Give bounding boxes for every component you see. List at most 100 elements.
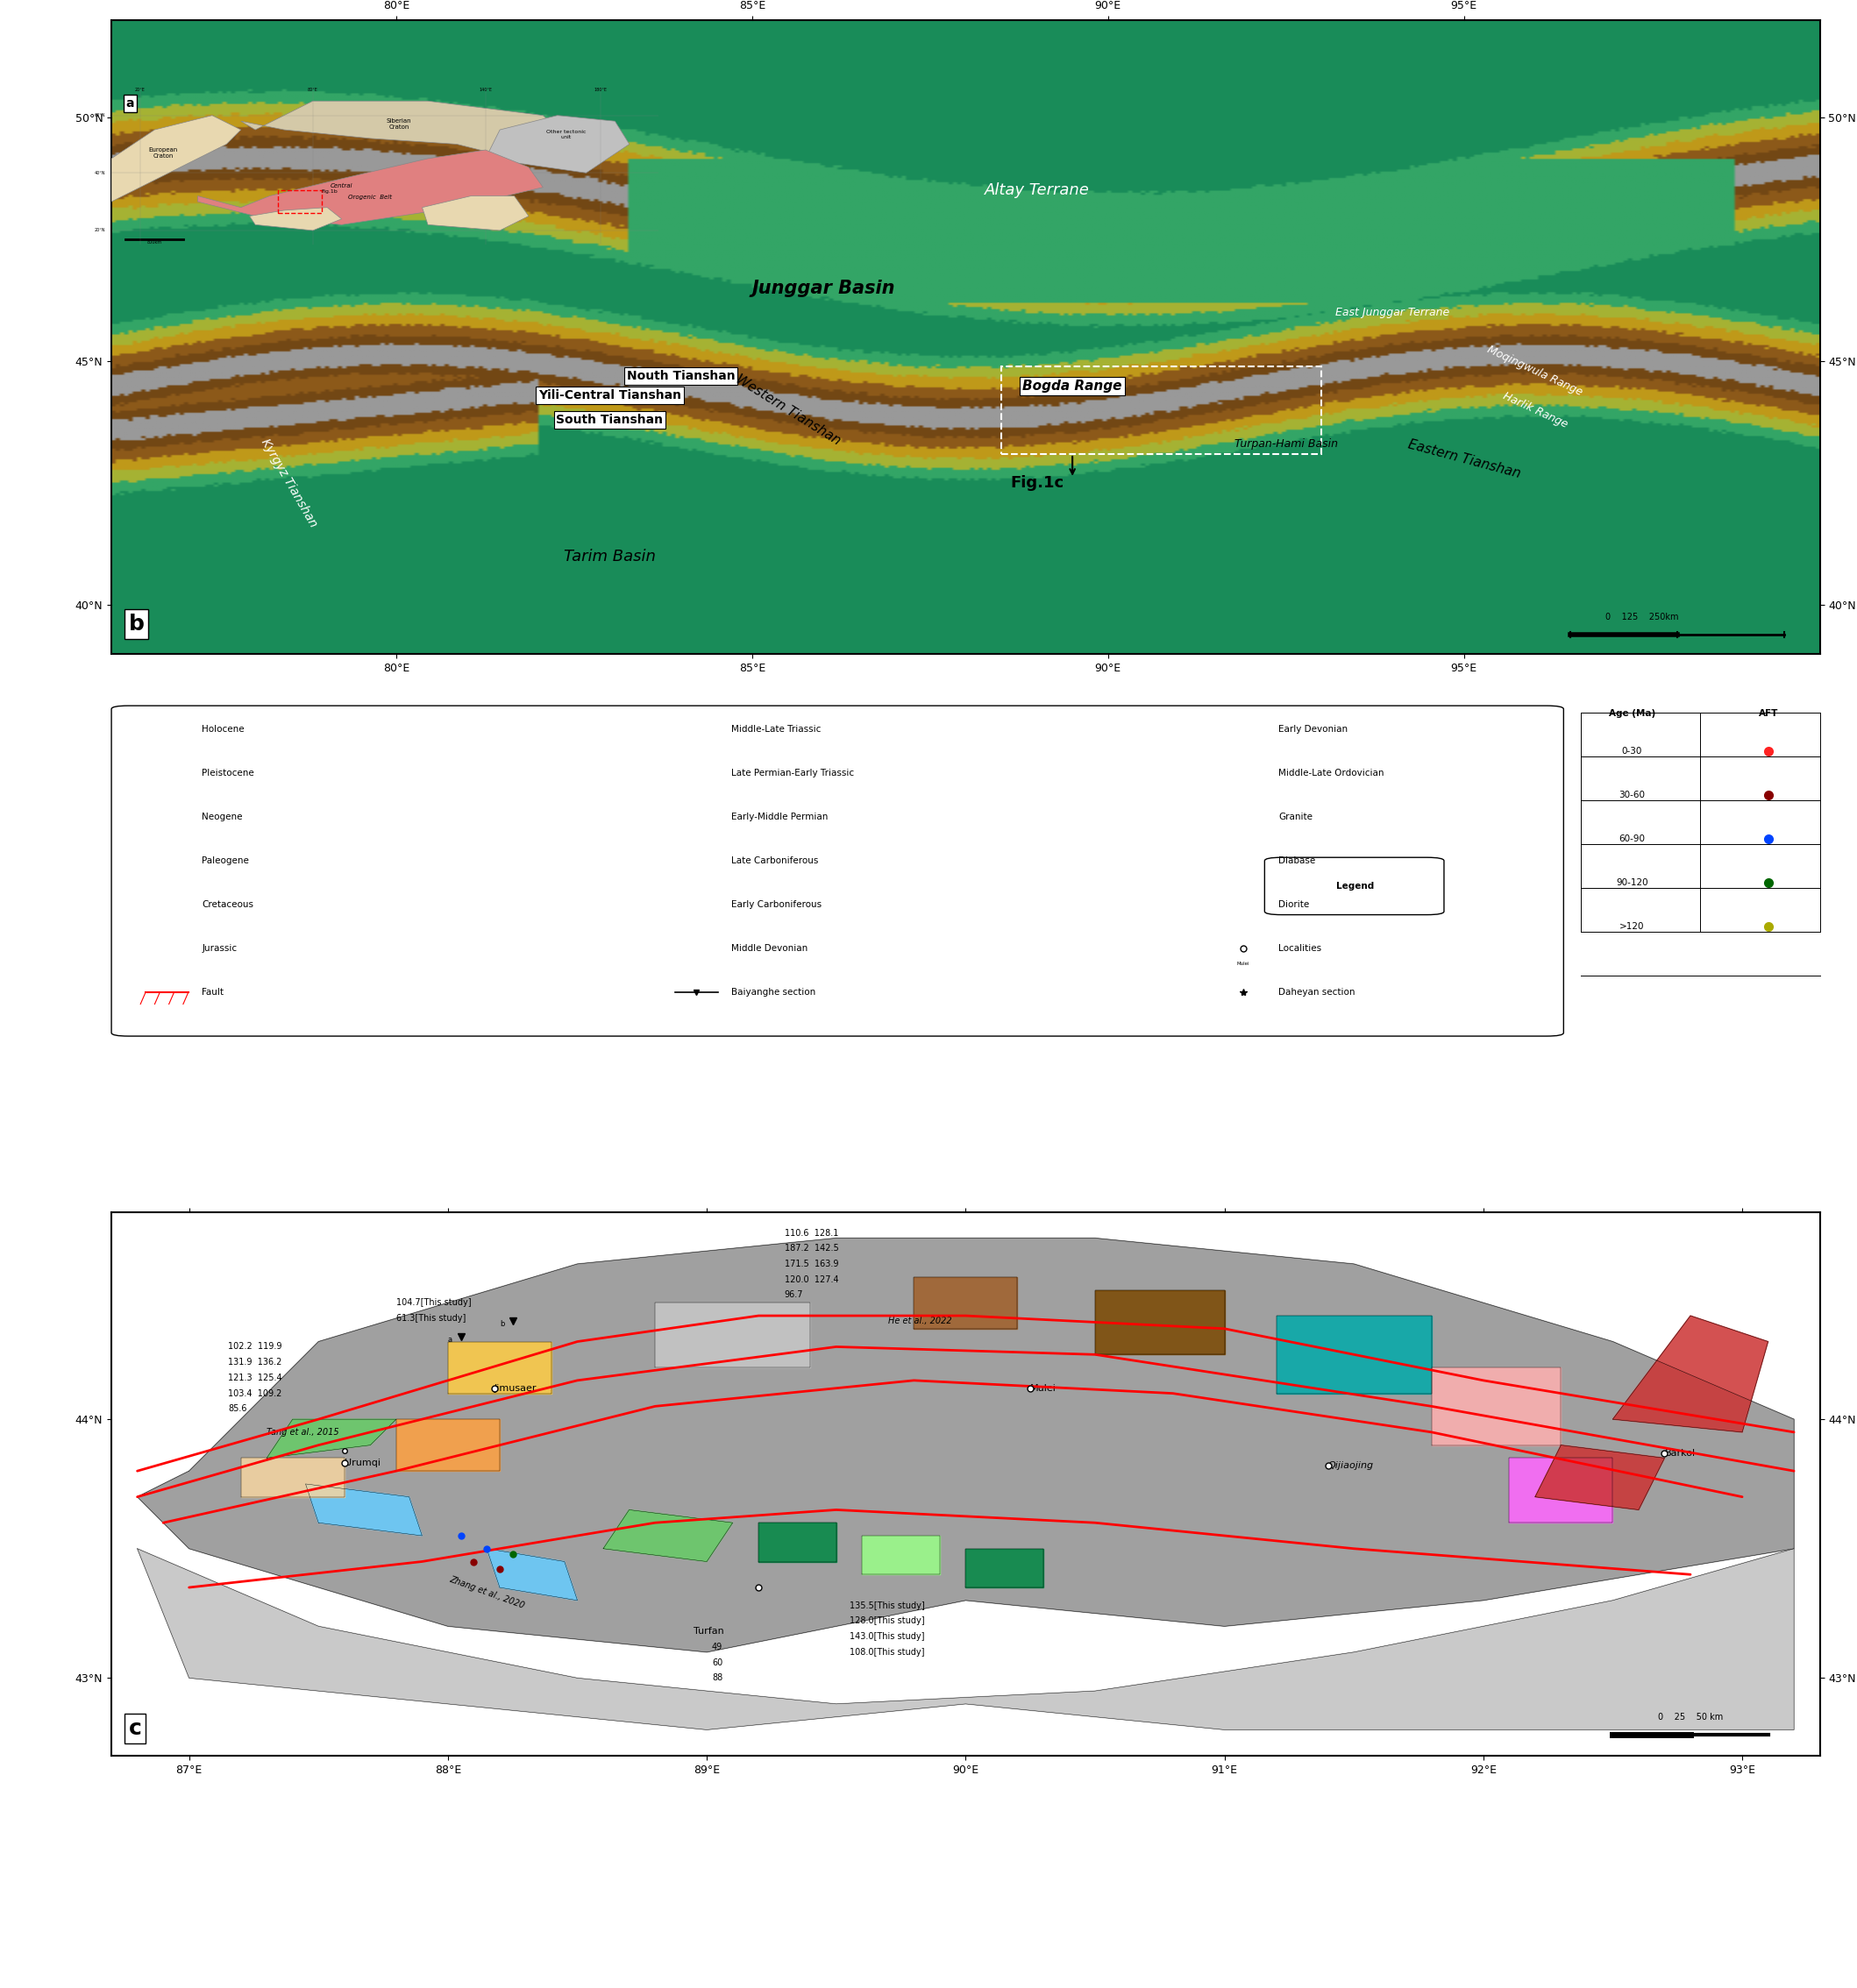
- Text: 131.9  136.2: 131.9 136.2: [228, 1358, 282, 1366]
- Polygon shape: [267, 1419, 396, 1457]
- FancyBboxPatch shape: [1265, 857, 1445, 914]
- Polygon shape: [137, 1239, 1794, 1652]
- Polygon shape: [862, 1535, 940, 1574]
- Text: Harlik Range: Harlik Range: [1500, 390, 1569, 429]
- Text: 143.0[This study]: 143.0[This study]: [849, 1632, 925, 1640]
- Text: 30-60: 30-60: [1619, 791, 1645, 799]
- Text: 60-90: 60-90: [1619, 835, 1645, 843]
- FancyBboxPatch shape: [1222, 805, 1265, 829]
- Text: Early Devonian: Early Devonian: [1278, 726, 1348, 734]
- Text: b: b: [128, 614, 145, 634]
- Text: Mulei: Mulei: [1031, 1384, 1057, 1392]
- FancyBboxPatch shape: [676, 761, 719, 785]
- Text: Zhang et al., 2020: Zhang et al., 2020: [448, 1574, 526, 1610]
- Text: 171.5  163.9: 171.5 163.9: [784, 1260, 838, 1268]
- Polygon shape: [1612, 1316, 1768, 1431]
- Text: Holocene: Holocene: [202, 726, 245, 734]
- Text: Fault: Fault: [202, 988, 225, 996]
- Text: Jurassic: Jurassic: [202, 944, 238, 952]
- Text: Yili-Central Tianshan: Yili-Central Tianshan: [539, 390, 682, 402]
- Text: 103.4  109.2: 103.4 109.2: [228, 1390, 282, 1398]
- Text: 120.0  127.4: 120.0 127.4: [784, 1274, 839, 1284]
- FancyBboxPatch shape: [1222, 718, 1265, 742]
- Text: Daheyan section: Daheyan section: [1278, 988, 1356, 996]
- Text: a: a: [448, 1336, 453, 1344]
- Polygon shape: [1536, 1445, 1664, 1509]
- Polygon shape: [448, 1342, 552, 1394]
- Text: Granite: Granite: [1278, 813, 1313, 821]
- Text: Middle-Late Ordovician: Middle-Late Ordovician: [1278, 769, 1383, 777]
- Polygon shape: [1432, 1368, 1562, 1445]
- Text: Tang et al., 2015: Tang et al., 2015: [267, 1427, 340, 1437]
- Text: Moqingwula Range: Moqingwula Range: [1486, 344, 1584, 398]
- Text: 104.7[This study]: 104.7[This study]: [396, 1298, 472, 1308]
- Text: 0    25    50 km: 0 25 50 km: [1658, 1712, 1723, 1722]
- Text: Age (Ma): Age (Ma): [1608, 710, 1655, 718]
- FancyBboxPatch shape: [145, 936, 188, 960]
- Text: 96.7: 96.7: [784, 1290, 804, 1300]
- Text: 135.5[This study]: 135.5[This study]: [849, 1600, 925, 1610]
- Text: Turpan-Hami Basin: Turpan-Hami Basin: [1235, 439, 1337, 449]
- Text: Baiyanghe section: Baiyanghe section: [732, 988, 815, 996]
- Text: Cretaceous: Cretaceous: [202, 901, 254, 909]
- Text: Legend: Legend: [1337, 883, 1374, 891]
- Polygon shape: [487, 1549, 578, 1600]
- Text: Barkol: Barkol: [1664, 1449, 1695, 1457]
- Polygon shape: [1510, 1457, 1612, 1523]
- Text: 110.6  128.1: 110.6 128.1: [784, 1229, 838, 1237]
- Text: Middle-Late Triassic: Middle-Late Triassic: [732, 726, 821, 734]
- Text: Eastern Tianshan: Eastern Tianshan: [1406, 437, 1521, 481]
- Text: Neogene: Neogene: [202, 813, 243, 821]
- Text: 128.0[This study]: 128.0[This study]: [849, 1616, 925, 1626]
- Text: Bogda Range: Bogda Range: [1023, 380, 1122, 392]
- Text: Paleogene: Paleogene: [202, 857, 249, 865]
- Bar: [1001, 366, 1322, 453]
- Text: Late Carboniferous: Late Carboniferous: [732, 857, 819, 865]
- Text: Fig.1c: Fig.1c: [1010, 475, 1064, 491]
- Text: Turfan: Turfan: [695, 1626, 724, 1636]
- Text: Middle Devonian: Middle Devonian: [732, 944, 808, 952]
- Text: 49: 49: [711, 1642, 722, 1652]
- Text: Pleistocene: Pleistocene: [202, 769, 254, 777]
- Text: Jimusaer: Jimusaer: [494, 1384, 537, 1392]
- FancyBboxPatch shape: [676, 893, 719, 916]
- FancyBboxPatch shape: [145, 718, 188, 742]
- Text: Localities: Localities: [1278, 944, 1322, 952]
- FancyBboxPatch shape: [1222, 893, 1265, 916]
- Text: 85.6: 85.6: [228, 1404, 247, 1413]
- Text: Early-Middle Permian: Early-Middle Permian: [732, 813, 828, 821]
- Text: Mulei: Mulei: [1237, 962, 1250, 966]
- Text: Diabase: Diabase: [1278, 857, 1315, 865]
- Text: 102.2  119.9: 102.2 119.9: [228, 1342, 282, 1352]
- Text: East Junggar Terrane: East Junggar Terrane: [1335, 306, 1450, 318]
- Text: 108.0[This study]: 108.0[This study]: [849, 1648, 925, 1656]
- Text: Junggar Basin: Junggar Basin: [752, 280, 895, 296]
- Text: 90-120: 90-120: [1616, 879, 1647, 887]
- Text: 187.2  142.5: 187.2 142.5: [784, 1244, 839, 1252]
- FancyBboxPatch shape: [1222, 761, 1265, 785]
- Text: Kyrgyz Tianshan: Kyrgyz Tianshan: [258, 437, 319, 529]
- FancyBboxPatch shape: [676, 936, 719, 960]
- Polygon shape: [1276, 1316, 1432, 1394]
- Text: Early Carboniferous: Early Carboniferous: [732, 901, 823, 909]
- Text: b: b: [500, 1320, 505, 1328]
- Polygon shape: [758, 1523, 836, 1561]
- Polygon shape: [604, 1509, 734, 1561]
- FancyBboxPatch shape: [676, 718, 719, 742]
- Text: AFT: AFT: [1759, 710, 1779, 718]
- Text: He et al., 2022: He et al., 2022: [888, 1316, 951, 1326]
- Text: Diorite: Diorite: [1278, 901, 1309, 909]
- FancyBboxPatch shape: [145, 893, 188, 916]
- FancyBboxPatch shape: [111, 706, 1564, 1036]
- Polygon shape: [1096, 1290, 1224, 1354]
- Text: 0-30: 0-30: [1621, 747, 1642, 755]
- Polygon shape: [656, 1302, 810, 1368]
- Polygon shape: [137, 1549, 1794, 1730]
- Text: Nouth Tianshan: Nouth Tianshan: [626, 370, 735, 382]
- Text: South Tianshan: South Tianshan: [557, 414, 663, 425]
- Text: Western Tianshan: Western Tianshan: [734, 372, 843, 447]
- Polygon shape: [306, 1483, 422, 1535]
- FancyBboxPatch shape: [676, 849, 719, 873]
- Text: >120: >120: [1619, 922, 1645, 930]
- Text: ✦: ✦: [1239, 813, 1248, 821]
